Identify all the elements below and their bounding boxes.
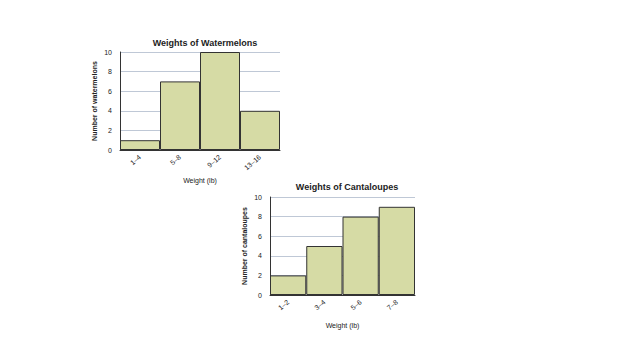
svg-text:2: 2 (258, 272, 262, 279)
svg-text:0: 0 (108, 147, 112, 154)
svg-text:Weights of Watermelons: Weights of Watermelons (153, 38, 258, 48)
svg-text:3–4: 3–4 (313, 298, 327, 311)
svg-text:10: 10 (104, 49, 112, 56)
svg-text:1–2: 1–2 (277, 298, 291, 311)
svg-text:Weight (lb): Weight (lb) (183, 177, 217, 185)
svg-text:9–12: 9–12 (206, 153, 223, 168)
svg-text:7–8: 7–8 (386, 298, 400, 311)
svg-text:10: 10 (254, 194, 262, 201)
svg-text:4: 4 (108, 107, 112, 114)
svg-text:0: 0 (258, 292, 262, 299)
svg-text:Number of cantaloupes: Number of cantaloupes (241, 207, 249, 285)
svg-text:Weight (lb): Weight (lb) (326, 322, 360, 330)
svg-text:13–16: 13–16 (243, 153, 262, 171)
svg-text:2: 2 (108, 127, 112, 134)
svg-text:8: 8 (108, 68, 112, 75)
svg-text:4: 4 (258, 252, 262, 259)
svg-text:6: 6 (108, 88, 112, 95)
svg-text:8: 8 (258, 213, 262, 220)
svg-text:Number of watermelons: Number of watermelons (91, 61, 98, 141)
svg-text:5–8: 5–8 (169, 153, 183, 166)
svg-text:6: 6 (258, 233, 262, 240)
svg-text:Weights of Cantaloupes: Weights of Cantaloupes (296, 182, 398, 192)
svg-text:1–4: 1–4 (129, 153, 143, 166)
svg-text:5–6: 5–6 (349, 298, 363, 311)
